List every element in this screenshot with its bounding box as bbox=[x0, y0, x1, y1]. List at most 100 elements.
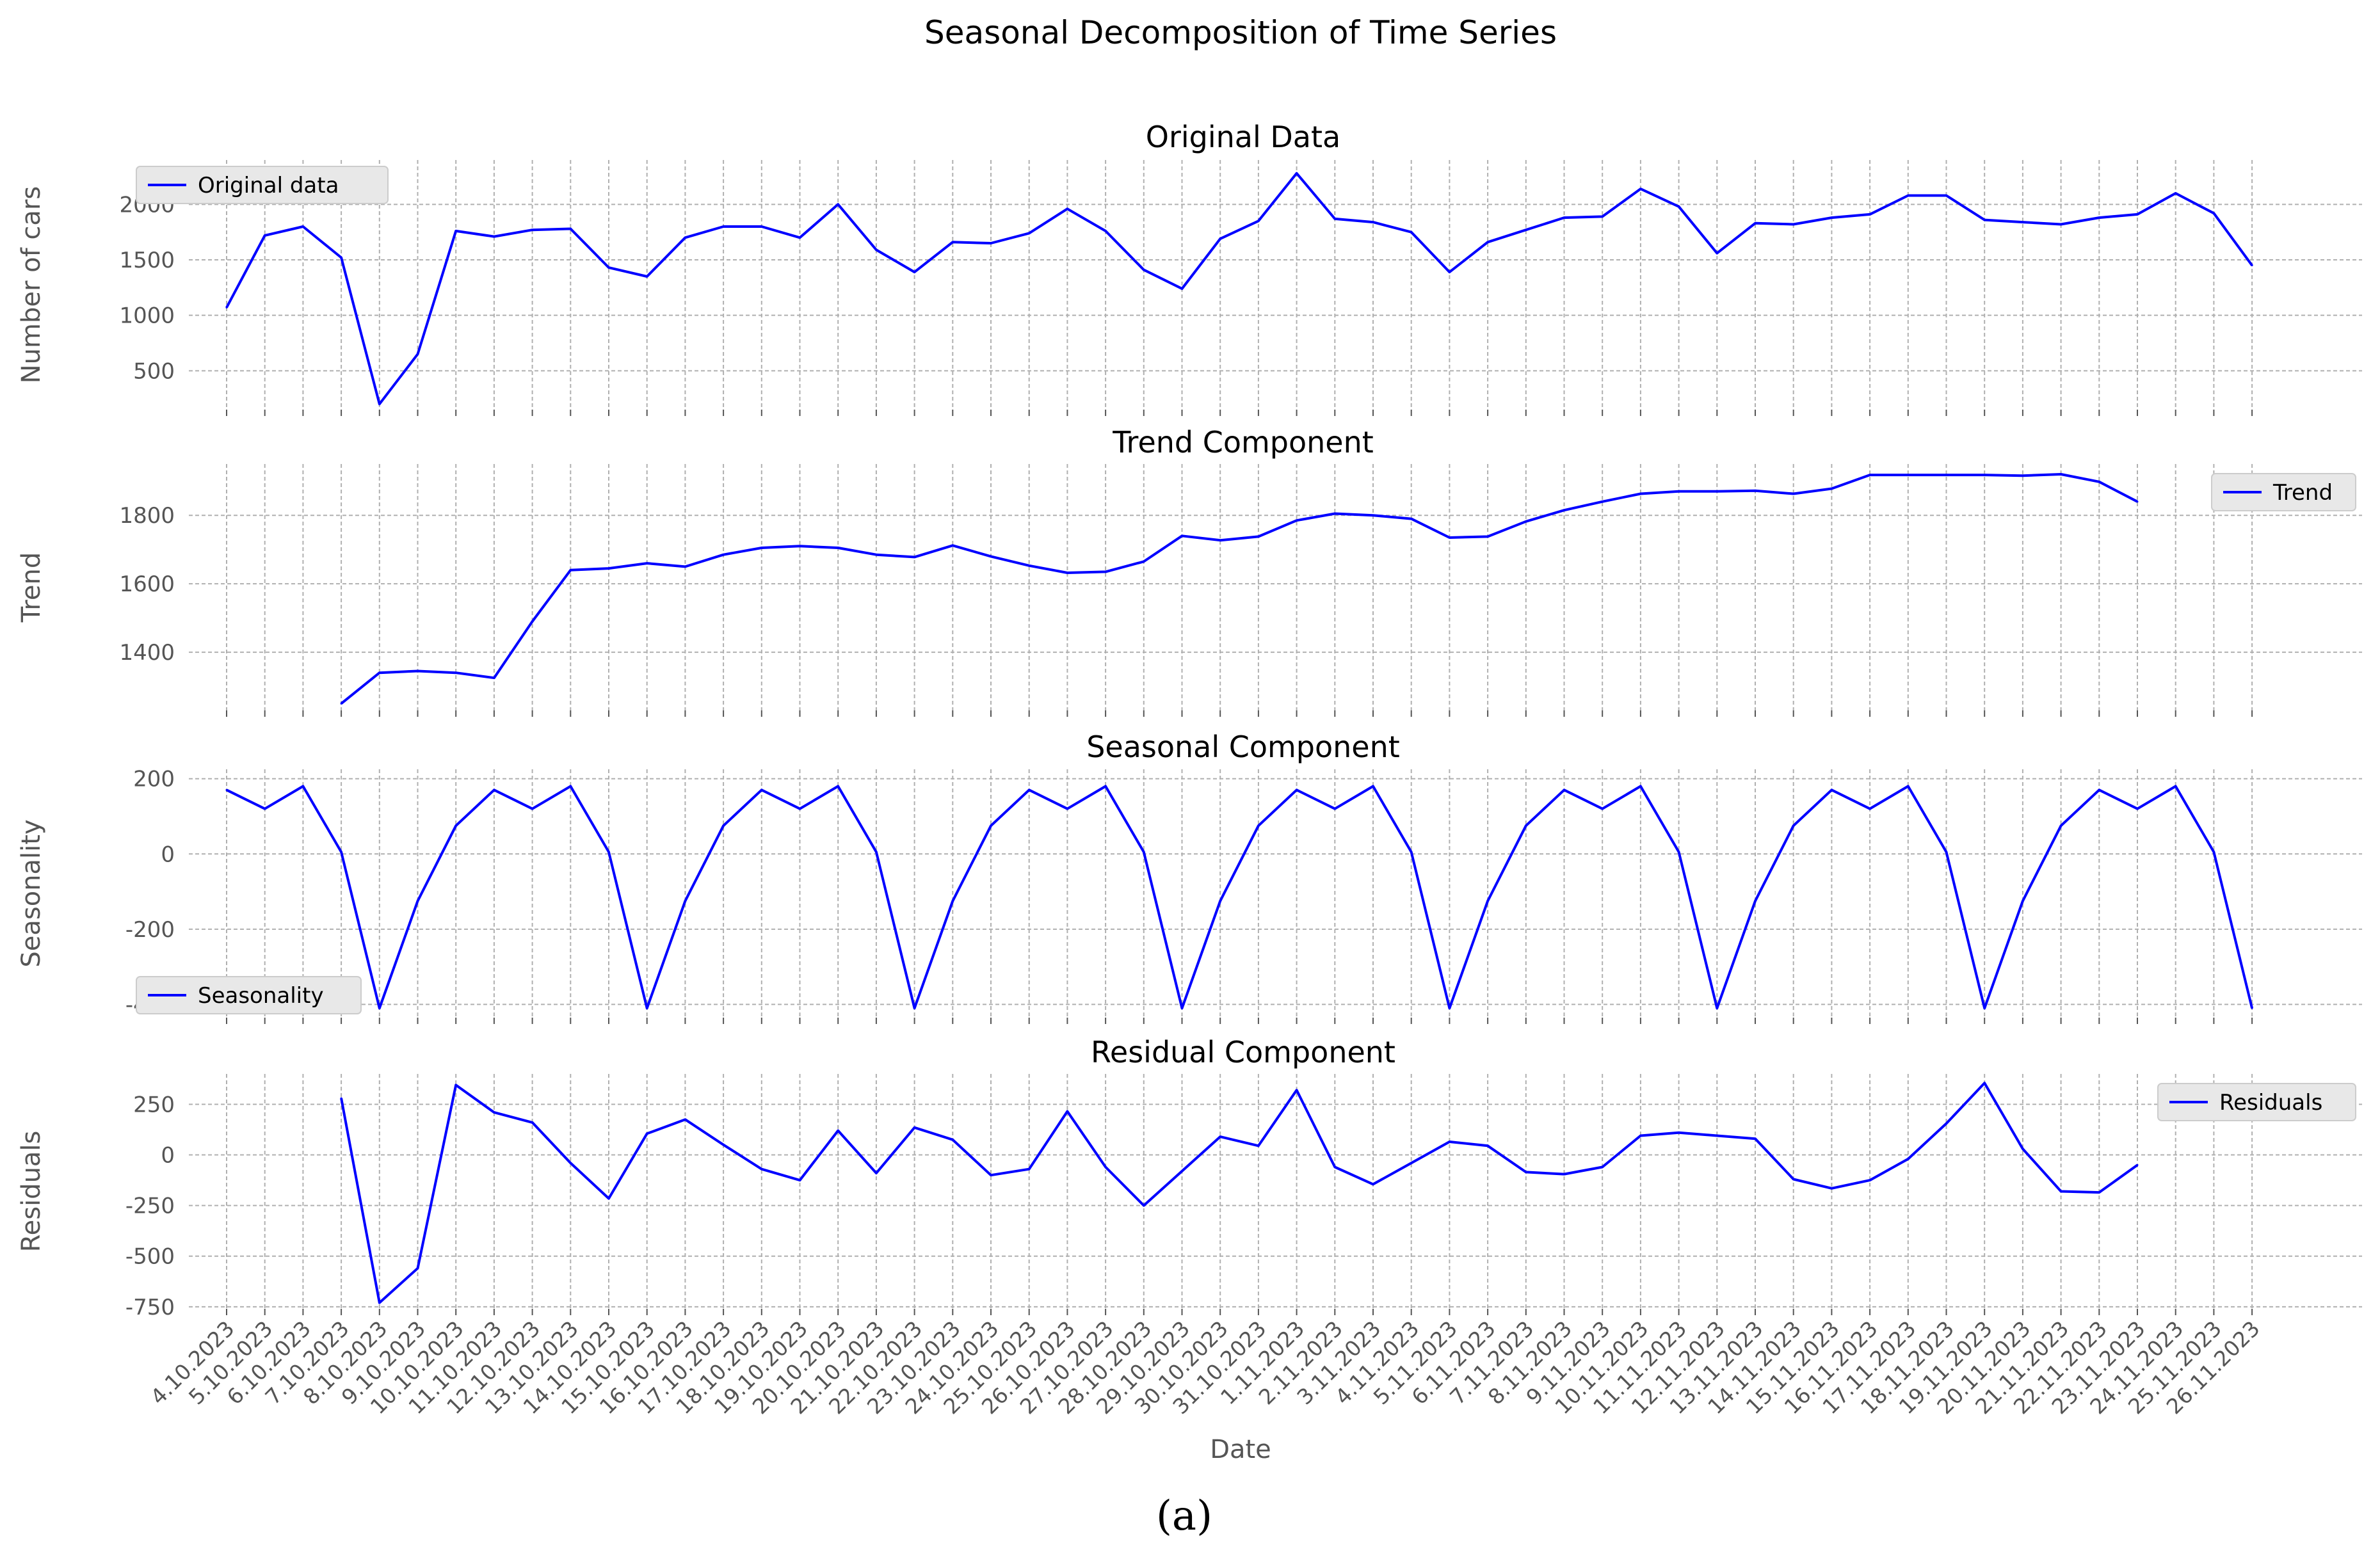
data-point bbox=[1104, 1166, 1107, 1169]
data-point bbox=[417, 353, 419, 355]
y-tick-label: -500 bbox=[125, 1244, 175, 1270]
data-point bbox=[722, 225, 725, 228]
legend-label: Residuals bbox=[2219, 1090, 2322, 1116]
data-point bbox=[1143, 269, 1145, 271]
data-point bbox=[1983, 1082, 1986, 1084]
shared-x-axis: 4.10.20235.10.20236.10.20237.10.20238.10… bbox=[145, 1316, 2264, 1419]
y-tick-label: 1500 bbox=[119, 248, 175, 273]
data-point bbox=[1219, 539, 1221, 541]
data-point bbox=[1181, 534, 1183, 537]
data-point bbox=[1830, 1187, 1833, 1190]
data-point bbox=[1372, 785, 1374, 787]
data-point bbox=[1219, 237, 1221, 240]
data-point bbox=[2136, 213, 2139, 216]
data-point bbox=[1486, 1144, 1489, 1147]
data-point bbox=[531, 1121, 534, 1124]
data-point bbox=[951, 241, 954, 243]
x-axis-label: Date bbox=[1210, 1435, 1271, 1464]
y-tick-label: -750 bbox=[125, 1295, 175, 1320]
data-point bbox=[2136, 1164, 2139, 1166]
y-tick-label: -200 bbox=[125, 917, 175, 943]
data-point bbox=[1333, 513, 1336, 515]
data-point bbox=[1410, 518, 1413, 520]
data-point bbox=[1066, 207, 1068, 210]
data-point bbox=[225, 307, 228, 309]
data-point bbox=[1181, 1170, 1183, 1172]
data-point bbox=[1410, 231, 1413, 234]
data-point bbox=[454, 671, 457, 674]
data-point bbox=[1448, 271, 1451, 273]
data-point bbox=[799, 545, 801, 547]
data-point bbox=[1678, 205, 1680, 208]
data-point bbox=[2060, 824, 2062, 827]
series-line-seasonality bbox=[226, 785, 2254, 1010]
data-point bbox=[1792, 223, 1795, 226]
data-point bbox=[646, 1007, 648, 1009]
data-point bbox=[990, 555, 992, 557]
data-point bbox=[493, 676, 495, 679]
data-point bbox=[684, 900, 686, 902]
data-point bbox=[531, 808, 534, 810]
data-point bbox=[378, 671, 381, 674]
data-point bbox=[302, 785, 304, 787]
data-point bbox=[913, 271, 916, 273]
data-point bbox=[378, 403, 381, 405]
data-point bbox=[1219, 1135, 1221, 1138]
data-point bbox=[1296, 788, 1298, 791]
data-point bbox=[1754, 900, 1757, 902]
data-point bbox=[607, 567, 610, 570]
data-point bbox=[1639, 188, 1642, 190]
data-point bbox=[1601, 500, 1604, 503]
data-point bbox=[1601, 1166, 1604, 1169]
data-point bbox=[799, 236, 801, 239]
data-point bbox=[1716, 252, 1718, 255]
data-point bbox=[760, 788, 763, 791]
data-point bbox=[951, 544, 954, 547]
data-point bbox=[1601, 808, 1604, 810]
data-point bbox=[684, 236, 686, 239]
data-point bbox=[1983, 1007, 1986, 1009]
data-point bbox=[1448, 536, 1451, 539]
data-point bbox=[1219, 900, 1221, 902]
data-point bbox=[760, 1168, 763, 1171]
data-point bbox=[837, 203, 839, 205]
data-point bbox=[1066, 572, 1068, 574]
data-point bbox=[913, 1007, 916, 1009]
data-point bbox=[1525, 824, 1527, 827]
data-point bbox=[340, 851, 342, 853]
data-point bbox=[1563, 509, 1565, 511]
data-point bbox=[531, 228, 534, 231]
data-point bbox=[1639, 785, 1642, 787]
data-point bbox=[2098, 1191, 2100, 1194]
data-point bbox=[264, 808, 266, 810]
data-point bbox=[2022, 474, 2024, 477]
data-point bbox=[1028, 1168, 1031, 1171]
data-point bbox=[913, 556, 916, 558]
panel-trend-component: 1400 1600 1800 Trend Component Trend Trend bbox=[17, 425, 2362, 717]
data-point bbox=[951, 1139, 954, 1141]
data-point bbox=[1830, 788, 1833, 791]
data-point bbox=[1143, 560, 1145, 563]
data-point bbox=[2136, 808, 2139, 810]
data-point bbox=[1983, 219, 1986, 221]
series-line-trend bbox=[340, 473, 2138, 705]
data-point bbox=[531, 620, 534, 623]
data-point bbox=[875, 851, 878, 853]
y-tick-label: 250 bbox=[133, 1092, 175, 1117]
data-point bbox=[2098, 481, 2100, 483]
data-point bbox=[1907, 785, 1910, 787]
data-point bbox=[722, 554, 725, 556]
data-point bbox=[875, 248, 878, 251]
data-point bbox=[1754, 222, 1757, 225]
data-point bbox=[1066, 808, 1068, 810]
data-point bbox=[2175, 192, 2177, 195]
data-point bbox=[1869, 474, 1871, 476]
y-tick-label: 200 bbox=[133, 767, 175, 792]
data-point bbox=[2212, 851, 2215, 853]
data-point bbox=[1333, 1166, 1336, 1169]
data-point bbox=[2022, 1148, 2024, 1150]
data-point bbox=[646, 275, 648, 278]
data-point bbox=[1525, 228, 1527, 231]
